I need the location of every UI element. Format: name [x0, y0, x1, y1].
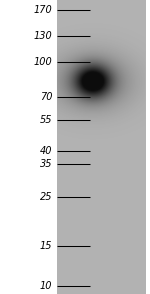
- Text: 25: 25: [40, 192, 52, 202]
- Text: 40: 40: [40, 146, 52, 156]
- Text: 70: 70: [40, 91, 52, 101]
- Text: 170: 170: [34, 5, 52, 15]
- Text: 10: 10: [40, 281, 52, 291]
- Bar: [57, 0, 146, 294]
- Text: 130: 130: [34, 31, 52, 41]
- Text: 100: 100: [34, 57, 52, 67]
- Text: 55: 55: [40, 115, 52, 125]
- Text: 15: 15: [40, 241, 52, 251]
- Text: 35: 35: [40, 159, 52, 169]
